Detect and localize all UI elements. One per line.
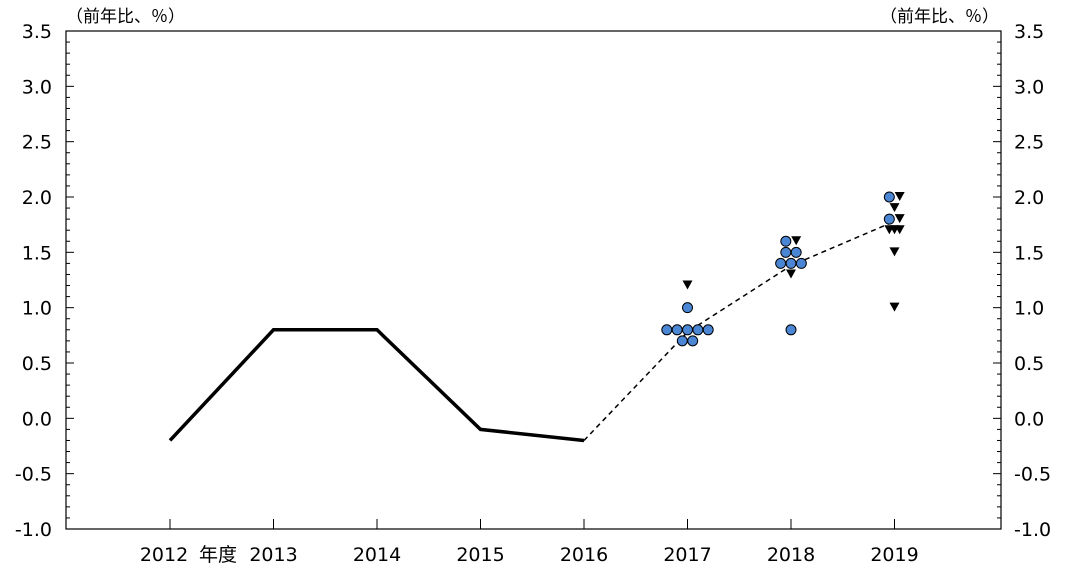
forecast-point-circle <box>780 246 792 258</box>
scatter-points-group <box>661 191 905 347</box>
forecast-point-circle <box>682 302 693 314</box>
forecast-point-circle <box>692 324 704 336</box>
y-tick-label-left: 2.0 <box>22 187 52 209</box>
forecast-point-triangle <box>786 269 796 279</box>
axes-group: 3.5 3.5 3.0 3.0 2.5 2.5 2.0 2.0 1.5 1.5 1.0 1.0 0.5 0… <box>15 21 1051 566</box>
y-tick-label-left: 2.5 <box>22 132 52 154</box>
forecast-point-triangle <box>889 203 900 213</box>
x-tick-label: 2019 <box>870 544 918 566</box>
forecast-point-circle <box>702 324 714 336</box>
forecast-point-triangle <box>894 225 905 235</box>
x-tick-label: 2014 <box>353 544 401 566</box>
forecast-point-circle <box>795 257 807 269</box>
forecast-point-triangle <box>682 280 693 290</box>
forecast-point-triangle <box>889 247 900 257</box>
y-tick-label-right: 2.5 <box>1014 132 1044 154</box>
x-tick-label: 2012 <box>140 544 188 566</box>
y-tick-label-left: 1.0 <box>22 298 52 320</box>
forecast-point-triangle <box>791 236 802 246</box>
left-unit-label: （前年比、％） <box>66 7 185 27</box>
forecast-point-triangle <box>889 302 900 312</box>
forecast-point-circle <box>661 324 673 336</box>
forecast-point-circle <box>775 257 787 269</box>
x-tick-label: 2017 <box>663 544 711 566</box>
plot-frame <box>65 30 1002 530</box>
x-year-marker: 年度 <box>199 544 237 566</box>
y-tick-label-right: -0.5 <box>1014 464 1051 486</box>
forecast-point-circle <box>785 257 797 269</box>
y-tick-label-left: 0.5 <box>22 353 52 375</box>
y-tick-label-right: -1.0 <box>1014 519 1051 541</box>
y-tick-label-right: 3.0 <box>1014 76 1044 98</box>
y-tick-label-right: 2.0 <box>1014 187 1044 209</box>
right-unit-label: （前年比、％） <box>880 7 999 27</box>
forecast-point-circle <box>883 191 895 203</box>
y-tick-label-left: 3.0 <box>22 76 52 98</box>
x-tick-label: 2016 <box>560 544 608 566</box>
forecast-point-triangle <box>894 192 905 201</box>
y-tick-label-right: 1.0 <box>1014 298 1044 320</box>
x-tick-label: 2015 <box>456 544 504 566</box>
forecast-point-triangle <box>884 225 895 235</box>
actual-line <box>168 328 585 443</box>
y-tick-label-right: 3.5 <box>1014 21 1044 43</box>
y-tick-label-left: -1.0 <box>15 519 52 541</box>
forecast-point-triangle <box>894 214 905 224</box>
forecast-point-circle <box>883 213 895 225</box>
series-lines-group <box>168 220 895 443</box>
y-tick-label-right: 1.5 <box>1014 242 1044 264</box>
x-tick-label: 2013 <box>249 544 297 566</box>
forecast-point-circle <box>687 335 699 347</box>
forecast-point-circle <box>671 324 683 336</box>
y-tick-label-left: 3.5 <box>22 21 52 43</box>
y-tick-label-left: -0.5 <box>15 464 52 486</box>
x-tick-label: 2018 <box>767 544 815 566</box>
forecast-point-circle <box>682 324 693 336</box>
forecast-point-circle <box>790 246 802 258</box>
y-tick-label-left: 1.5 <box>22 242 52 264</box>
forecast-point-circle <box>785 324 797 336</box>
y-tick-label-right: 0.0 <box>1014 408 1044 430</box>
forecast-point-circle <box>676 335 688 347</box>
y-tick-label-left: 0.0 <box>22 408 52 430</box>
forecast-median-line <box>583 220 895 441</box>
forecast-point-circle <box>780 235 792 247</box>
y-tick-label-right: 0.5 <box>1014 353 1044 375</box>
